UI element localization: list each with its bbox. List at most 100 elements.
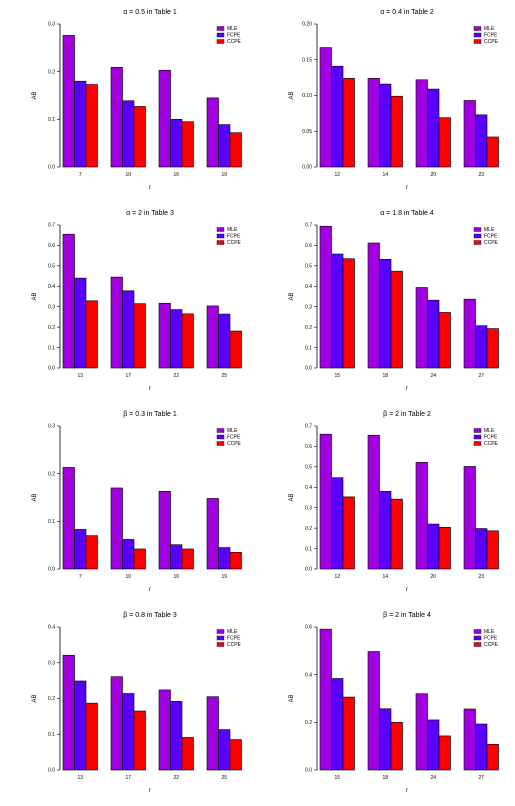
bar-ccpe: [133, 106, 146, 168]
y-tick-label: 0.3: [48, 424, 55, 430]
bar-fcpe: [427, 299, 440, 369]
legend-label: MLE: [484, 428, 495, 434]
bar-mle: [463, 708, 476, 771]
x-tick-label: 24: [430, 775, 436, 781]
bar-fcpe: [475, 114, 488, 168]
bar-mle: [367, 651, 380, 771]
bar-fcpe: [331, 65, 344, 168]
y-tick-label: 0.20: [302, 22, 312, 28]
legend-swatch: [473, 434, 482, 440]
bar-fcpe: [74, 80, 87, 168]
bar-mle: [158, 491, 171, 570]
legend-label: CCPE: [484, 441, 499, 447]
bar-ccpe: [85, 84, 98, 168]
legend-label: FCPE: [484, 435, 498, 441]
x-tick-label: 18: [382, 775, 388, 781]
x-tick-label: 25: [221, 775, 227, 781]
bar-mle: [206, 498, 219, 570]
x-tick-label: 19: [221, 574, 227, 580]
legend-swatch: [216, 240, 225, 245]
x-tick-label: 10: [125, 172, 131, 178]
legend-label: CCPE: [227, 39, 242, 45]
bar-mle: [367, 242, 380, 369]
bar-fcpe: [122, 539, 135, 570]
legend-label: FCPE: [227, 636, 241, 642]
x-axis-label: r: [406, 788, 408, 794]
bar-mle: [463, 100, 476, 168]
chart-panel: β = 2 in Table 4 AB 0.0 0.2 0.4 0.6 15 18 24 27 r M…: [257, 603, 514, 804]
x-axis-label: r: [406, 185, 408, 191]
x-tick-label: 17: [125, 775, 131, 781]
bar-mle: [415, 462, 428, 570]
bar-fcpe: [379, 259, 392, 369]
y-tick-label: 0.1: [48, 732, 55, 738]
chart-svg: α = 2 in Table 3 AB 0.0 0.1 0.2 0.3 0.4 0.5 0.6 0…: [32, 210, 242, 392]
bar-fcpe: [427, 88, 440, 168]
bar-mle: [319, 433, 332, 570]
bar-ccpe: [229, 132, 242, 168]
chart-panel: β = 2 in Table 2 AB 0.0 0.1 0.2 0.3 0.4 0.5 0.6 0…: [257, 402, 514, 603]
y-tick-label: 0.4: [48, 625, 55, 631]
bar-ccpe: [85, 702, 98, 771]
bar-mle: [158, 69, 171, 168]
y-tick-label: 0.2: [48, 696, 55, 702]
bar-mle: [158, 689, 171, 771]
bar-mle: [415, 693, 428, 771]
legend-label: FCPE: [227, 33, 241, 39]
y-tick-label: 0.4: [48, 284, 55, 290]
bar-fcpe: [74, 680, 87, 771]
y-tick-label: 0.2: [305, 526, 312, 532]
bar-fcpe: [74, 529, 87, 570]
bar-fcpe: [170, 119, 183, 168]
chart-panel: β = 0.3 in Table 1 AB 0.0 0.1 0.2 0.3 7 10 16 19 r…: [0, 402, 257, 603]
legend-swatch: [216, 227, 225, 232]
y-tick-label: 0.1: [48, 117, 55, 123]
bar-ccpe: [342, 78, 355, 168]
x-tick-label: 15: [334, 373, 340, 379]
legend-swatch: [216, 441, 225, 446]
legend-label: CCPE: [227, 642, 242, 648]
bar-fcpe: [331, 477, 344, 570]
y-tick-label: 0.3: [305, 304, 312, 310]
bar-ccpe: [181, 313, 194, 369]
bar-fcpe: [331, 678, 344, 771]
legend-swatch: [473, 32, 482, 38]
y-tick-label: 0.7: [305, 424, 312, 430]
bar-ccpe: [390, 498, 403, 570]
legend-label: MLE: [484, 26, 495, 32]
bar-fcpe: [218, 729, 231, 771]
y-tick-label: 0.7: [305, 223, 312, 229]
bar-ccpe: [133, 303, 146, 369]
legend-label: MLE: [227, 227, 238, 233]
y-axis-label: AB: [289, 91, 295, 99]
x-tick-label: 27: [478, 373, 484, 379]
x-tick-label: 24: [430, 373, 436, 379]
y-tick-label: 0.2: [305, 720, 312, 726]
bar-ccpe: [133, 710, 146, 771]
bar-ccpe: [486, 136, 499, 168]
bar-fcpe: [74, 277, 87, 369]
bar-mle: [415, 287, 428, 369]
bar-ccpe: [438, 735, 451, 771]
chart-title: α = 1.8 in Table 4: [380, 210, 434, 217]
bar-fcpe: [379, 491, 392, 570]
legend-label: FCPE: [484, 234, 498, 240]
bar-ccpe: [438, 527, 451, 570]
y-tick-label: 0.2: [48, 325, 55, 331]
legend-swatch: [473, 26, 482, 31]
x-tick-label: 13: [77, 373, 83, 379]
y-tick-label: 0.1: [305, 345, 312, 351]
y-tick-label: 0.0: [305, 366, 312, 372]
y-tick-label: 0.05: [302, 129, 312, 135]
bar-mle: [319, 47, 332, 168]
bar-ccpe: [486, 530, 499, 570]
chart-svg: β = 2 in Table 4 AB 0.0 0.2 0.4 0.6 15 18 24 27 r M…: [289, 612, 499, 794]
y-tick-label: 0.3: [48, 22, 55, 28]
legend-label: MLE: [484, 227, 495, 233]
legend-swatch: [473, 635, 482, 641]
legend-swatch: [216, 642, 225, 647]
chart-svg: α = 0.4 in Table 2 AB 0.00 0.05 0.10 0.15 0.20…: [289, 9, 499, 191]
x-tick-label: 23: [478, 172, 484, 178]
bar-ccpe: [229, 739, 242, 771]
bar-fcpe: [122, 693, 135, 771]
